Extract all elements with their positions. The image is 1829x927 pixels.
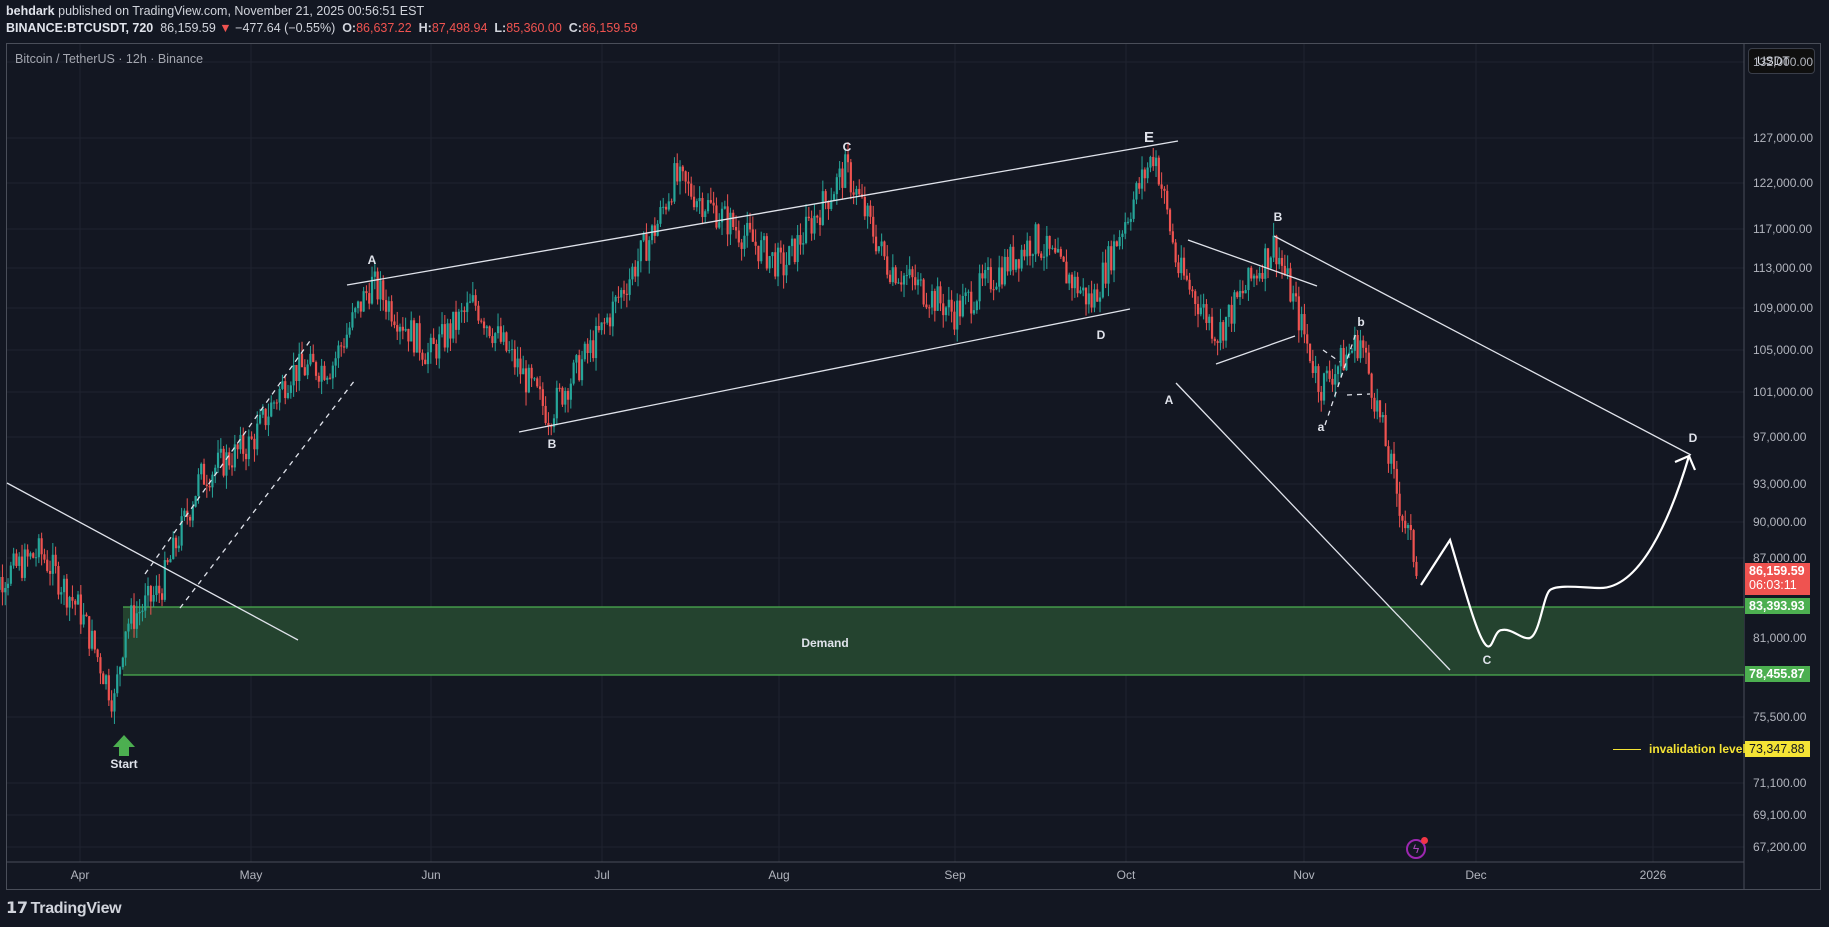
time-tick: May bbox=[239, 868, 263, 882]
channel-upper bbox=[346, 140, 1179, 286]
start-arrow-icon bbox=[113, 735, 135, 756]
publish-info: behdark published on TradingView.com, No… bbox=[6, 4, 424, 18]
price-tick: 122,000.00 bbox=[1753, 176, 1814, 190]
low-label: L: bbox=[494, 21, 507, 35]
candlesticks bbox=[0, 142, 1418, 724]
price-tick: 127,000.00 bbox=[1753, 131, 1814, 145]
wave-ac-line bbox=[1175, 382, 1451, 671]
tv-logo-icon: 𝟭𝟳 bbox=[6, 898, 28, 917]
wave-label: C bbox=[1482, 653, 1492, 667]
projection-path bbox=[1420, 455, 1691, 648]
wave-label: b bbox=[1357, 315, 1365, 329]
time-tick: Oct bbox=[1116, 868, 1136, 882]
wave-bd-line bbox=[1273, 235, 1692, 456]
invalidation-label: invalidation level bbox=[1613, 742, 1782, 756]
start-label: Start bbox=[110, 757, 138, 771]
price-change: −477.64 (−0.55%) bbox=[235, 21, 336, 35]
wave-label: E bbox=[1143, 129, 1155, 146]
price-tick: 132,000.00 bbox=[1753, 55, 1814, 69]
time-tick: Jul bbox=[594, 868, 610, 882]
chart-frame bbox=[6, 43, 1821, 890]
channel-lower bbox=[518, 308, 1131, 433]
high-label: H: bbox=[418, 21, 432, 35]
price-tick: 67,200.00 bbox=[1753, 840, 1807, 854]
time-tick: Aug bbox=[768, 868, 790, 882]
grid-lines bbox=[7, 44, 1745, 890]
wave-label: C bbox=[842, 140, 852, 154]
down-arrow-icon: ▼ bbox=[219, 21, 232, 35]
high-value: 87,498.94 bbox=[431, 21, 488, 35]
price-tick: 109,000.00 bbox=[1753, 301, 1814, 315]
trend-lines bbox=[6, 140, 1692, 671]
wave-label: A bbox=[367, 253, 377, 267]
price-tick: 87,000.00 bbox=[1753, 551, 1807, 565]
wave-label: D bbox=[1688, 431, 1698, 445]
time-tick: Apr bbox=[70, 868, 90, 882]
descending-trendline bbox=[6, 482, 299, 641]
low-value: 85,360.00 bbox=[506, 21, 562, 35]
symbol-label: BINANCE:BTCUSDT, 720 bbox=[6, 21, 154, 35]
chart-legend: Bitcoin / TetherUS · 12h · Binance bbox=[15, 52, 204, 66]
wave-label: B bbox=[1273, 210, 1283, 224]
demand-label: Demand bbox=[801, 636, 849, 650]
projection-arrowhead bbox=[1674, 454, 1697, 471]
bar-countdown: 06:03:11 bbox=[1749, 578, 1797, 592]
triangle-upper bbox=[1187, 239, 1318, 287]
lightning-icon[interactable]: ϟ bbox=[1406, 837, 1428, 859]
price-tick: 101,000.00 bbox=[1753, 385, 1814, 399]
currency-button[interactable]: USDT bbox=[1748, 48, 1815, 74]
triangle-lower bbox=[1215, 335, 1296, 365]
close-value: 86,159.59 bbox=[581, 21, 638, 35]
brand-name: TradingView bbox=[30, 900, 122, 917]
price-tick: 105,000.00 bbox=[1753, 343, 1814, 357]
current-price-badge: 86,159.59 06:03:11 bbox=[1745, 563, 1810, 595]
time-tick: 2026 bbox=[1639, 868, 1667, 882]
invalidation-badge: 73,347.88 bbox=[1745, 741, 1810, 757]
price-tick: 75,500.00 bbox=[1753, 710, 1807, 724]
wave-label: a bbox=[1317, 420, 1325, 434]
price-tick: 81,000.00 bbox=[1753, 631, 1807, 645]
open-label: O: bbox=[342, 21, 357, 35]
price-tick: 117,000.00 bbox=[1753, 222, 1813, 236]
wave-label: A bbox=[1164, 393, 1174, 407]
time-tick: Jun bbox=[421, 868, 441, 882]
last-price: 86,159.59 bbox=[160, 21, 216, 35]
demand-bottom-badge: 78,455.87 bbox=[1745, 666, 1810, 682]
author-name[interactable]: behdark bbox=[6, 4, 55, 18]
wave-label: D bbox=[1096, 328, 1106, 342]
open-value: 86,637.22 bbox=[356, 21, 412, 35]
time-tick: Dec bbox=[1465, 868, 1487, 882]
symbol-info: BINANCE:BTCUSDT, 720 86,159.59 ▼ −477.64… bbox=[6, 21, 638, 35]
current-price: 86,159.59 bbox=[1749, 564, 1805, 578]
publish-text: published on TradingView.com, November 2… bbox=[58, 4, 425, 18]
price-tick: 90,000.00 bbox=[1753, 515, 1807, 529]
wave-label: B bbox=[547, 437, 557, 451]
dashed-channel bbox=[144, 329, 1371, 609]
demand-zone bbox=[123, 607, 1744, 675]
price-tick: 69,100.00 bbox=[1753, 808, 1807, 822]
notification-dot bbox=[1421, 837, 1428, 844]
time-tick: Nov bbox=[1293, 868, 1315, 882]
price-tick: 113,000.00 bbox=[1753, 261, 1813, 275]
close-label: C: bbox=[568, 21, 582, 35]
price-tick: 71,100.00 bbox=[1753, 776, 1807, 790]
price-tick: 97,000.00 bbox=[1753, 430, 1807, 444]
time-tick: Sep bbox=[944, 868, 966, 882]
demand-top-badge: 83,393.93 bbox=[1745, 598, 1810, 614]
tradingview-logo[interactable]: 𝟭𝟳 TradingView bbox=[6, 898, 122, 918]
price-tick: 93,000.00 bbox=[1753, 477, 1807, 491]
